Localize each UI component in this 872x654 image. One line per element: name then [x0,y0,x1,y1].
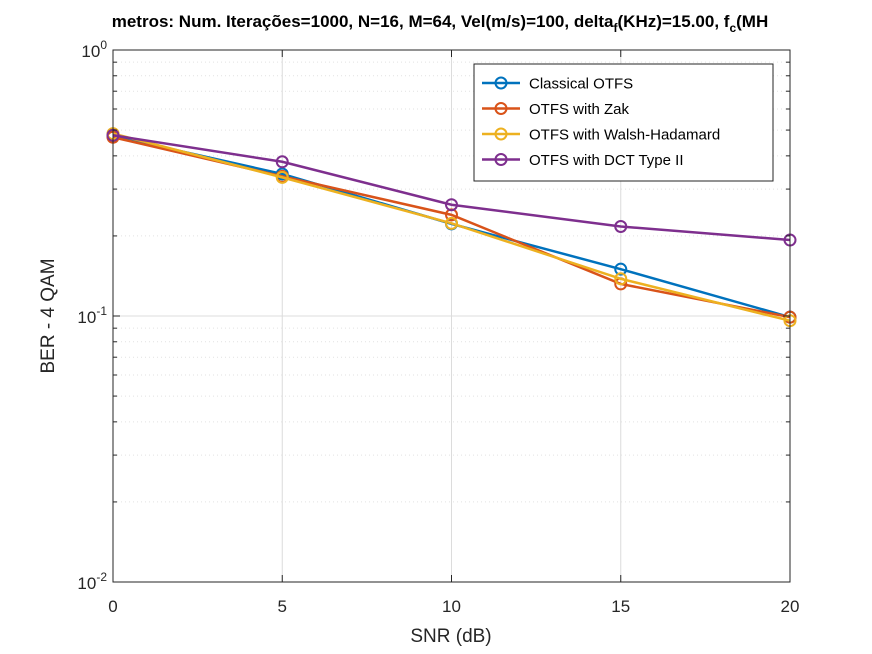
y-tick-label: 10-1 [77,304,107,327]
x-axis-label: SNR (dB) [410,626,491,647]
y-tick-label: 100 [81,38,107,61]
legend-marker [494,76,508,90]
x-tick-label: 20 [781,597,800,616]
series-layer [106,127,797,328]
legend-marker [494,127,508,141]
legend-entry: Classical OTFS [482,76,633,93]
y-tick-label: 10-2 [77,570,107,593]
x-tick-label: 5 [278,597,287,616]
legend: Classical OTFS OTFS with Zak OTFS with Wal… [473,63,774,182]
legend-label: Classical OTFS [529,76,633,93]
legend-box [473,63,774,182]
series-line [112,132,791,322]
x-tick-label: 0 [108,597,117,616]
data-point [614,262,628,276]
data-point [275,170,289,184]
axis-ticks: 0 5 10 15 20 100 10-1 10-2 [77,38,799,616]
legend-marker [494,153,508,166]
x-tick-label: 15 [611,597,630,616]
x-tick-label: 10 [442,597,461,616]
legend-entry: OTFS with Walsh-Hadamard [482,127,720,144]
data-point [614,220,628,234]
legend-label: OTFS with DCT Type II [529,152,683,169]
data-point [445,198,458,212]
legend-entry: OTFS with DCT Type II [482,152,683,169]
legend-marker [494,102,508,115]
legend-entry: OTFS with Zak [482,101,630,118]
series-line [112,134,791,242]
legend-label: OTFS with Walsh-Hadamard [529,127,720,144]
data-point [275,155,289,169]
chart-title: metros: Num. Iterações=1000, N=16, M=64,… [112,12,769,35]
data-point [445,216,458,230]
data-point [614,272,628,286]
legend-label: OTFS with Zak [529,101,630,118]
y-axis-label: BER - 4 QAM [38,258,59,373]
